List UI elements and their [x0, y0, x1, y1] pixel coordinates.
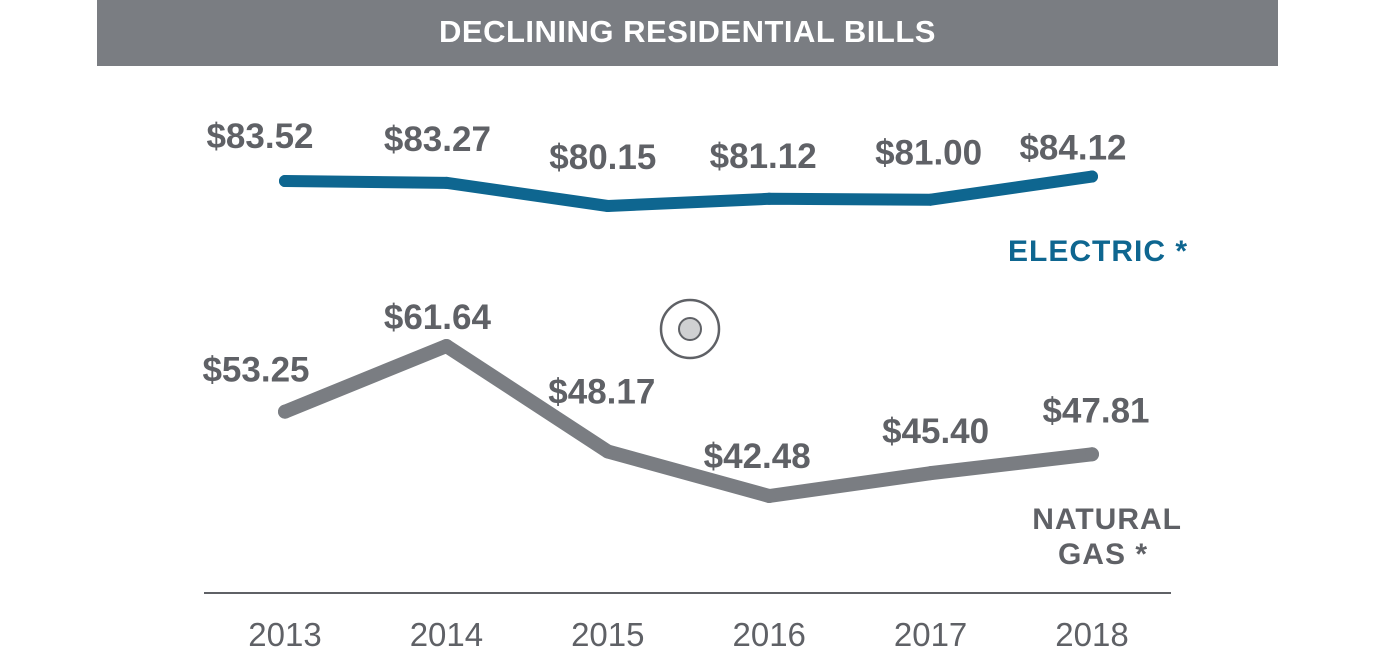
natural-gas-point-2018: [1085, 447, 1099, 462]
natural-gas-point-2015: [600, 444, 615, 459]
natural-gas-value-label-2014: $61.64: [384, 298, 492, 337]
natural-gas-point-2016: [762, 489, 777, 503]
electric-value-label-2016: $81.12: [710, 137, 817, 176]
target-marker-icon: [659, 298, 721, 360]
chart-title: DECLINING RESIDENTIAL BILLS: [439, 14, 936, 49]
natural-gas-point-2013: [278, 404, 292, 419]
natural-gas-value-label-2015: $48.17: [548, 372, 655, 411]
electric-point-2015: [601, 200, 614, 212]
x-tick-label-2018: 2018: [1055, 616, 1128, 653]
x-axis: 2013 2014 2015 2016 2017 2018: [248, 616, 1128, 653]
natural-gas-line: [278, 339, 1099, 503]
title-bar: DECLINING RESIDENTIAL BILLS: [97, 0, 1278, 66]
x-tick-label-2015: 2015: [571, 616, 644, 653]
natural-gas-value-label-2013: $53.25: [202, 351, 309, 390]
electric-point-2014: [440, 176, 453, 189]
x-tick-label-2017: 2017: [894, 616, 967, 653]
electric-point-2018: [1086, 170, 1098, 183]
electric-point-2013: [279, 175, 291, 187]
electric-line: [279, 170, 1098, 212]
natural-gas-value-label-2016: $42.48: [704, 437, 811, 476]
x-tick-label-2016: 2016: [732, 616, 805, 653]
natural-gas-point-2014: [439, 339, 454, 353]
electric-value-label-2013: $83.52: [206, 117, 313, 156]
natural-gas-point-2017: [923, 466, 938, 481]
natural-gas-value-label-2018: $47.81: [1042, 391, 1149, 430]
electric-point-2016: [763, 192, 776, 205]
electric-point-2017: [924, 193, 937, 206]
natural-gas-series-label-line2: GAS *: [1058, 538, 1148, 571]
natural-gas-series: $53.25 $61.64 $48.17 $42.48 $45.40 $47.81: [202, 298, 1150, 503]
natural-gas-series-label-line1: NATURAL: [1032, 503, 1182, 536]
electric-series: $83.52 $83.27 $80.15 $81.12 $81.00 $84.12: [206, 117, 1127, 212]
natural-gas-value-label-2017: $45.40: [882, 412, 989, 451]
electric-value-label-2015: $80.15: [549, 138, 656, 177]
electric-value-label-2018: $84.12: [1019, 129, 1126, 168]
x-tick-label-2014: 2014: [410, 616, 483, 653]
electric-value-label-2014: $83.27: [384, 120, 491, 159]
x-tick-label-2013: 2013: [248, 616, 321, 653]
electric-series-label: ELECTRIC *: [1008, 235, 1188, 268]
electric-value-label-2017: $81.00: [875, 134, 982, 173]
